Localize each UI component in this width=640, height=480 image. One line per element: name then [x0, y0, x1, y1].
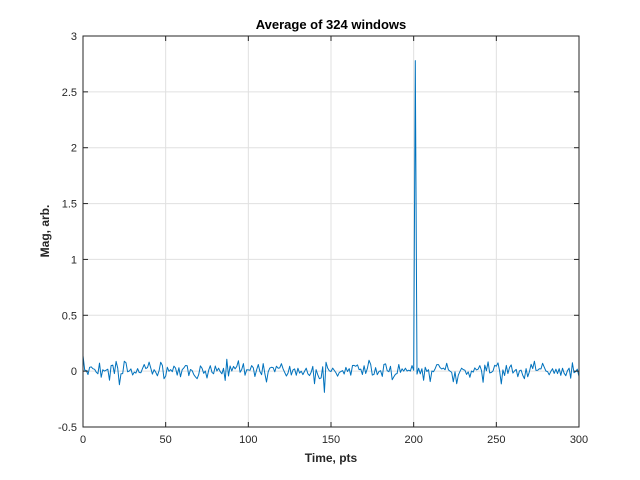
x-tick-label: 200	[404, 434, 422, 446]
x-tick-label: 300	[570, 434, 588, 446]
x-tick-label: 50	[160, 434, 172, 446]
chart-title: Average of 324 windows	[256, 17, 407, 32]
x-tick-label: 100	[239, 434, 257, 446]
y-tick-label: 3	[71, 31, 77, 43]
x-axis-label: Time, pts	[305, 451, 358, 465]
signal-trace	[82, 60, 580, 393]
x-tick-label: 0	[80, 434, 86, 446]
y-axis-label: Mag, arb.	[38, 205, 52, 258]
data-series	[82, 60, 580, 393]
y-tick-label: 1.5	[62, 199, 77, 211]
y-tick-label: -0.5	[58, 422, 77, 434]
y-tick-label: 0.5	[62, 310, 77, 322]
y-tick-label: 0	[71, 366, 77, 378]
y-tick-label: 2.5	[62, 87, 77, 99]
y-axis-ticks: -0.5 0 0.5 1 1.5 2 2.5 3	[58, 31, 579, 434]
x-tick-label: 250	[487, 434, 505, 446]
grid-lines	[82, 35, 580, 428]
x-axis-ticks: 0 50 100 150 200 250 300	[80, 36, 588, 446]
y-tick-label: 1	[71, 254, 77, 266]
y-tick-label: 2	[71, 143, 77, 155]
x-tick-label: 150	[322, 434, 340, 446]
